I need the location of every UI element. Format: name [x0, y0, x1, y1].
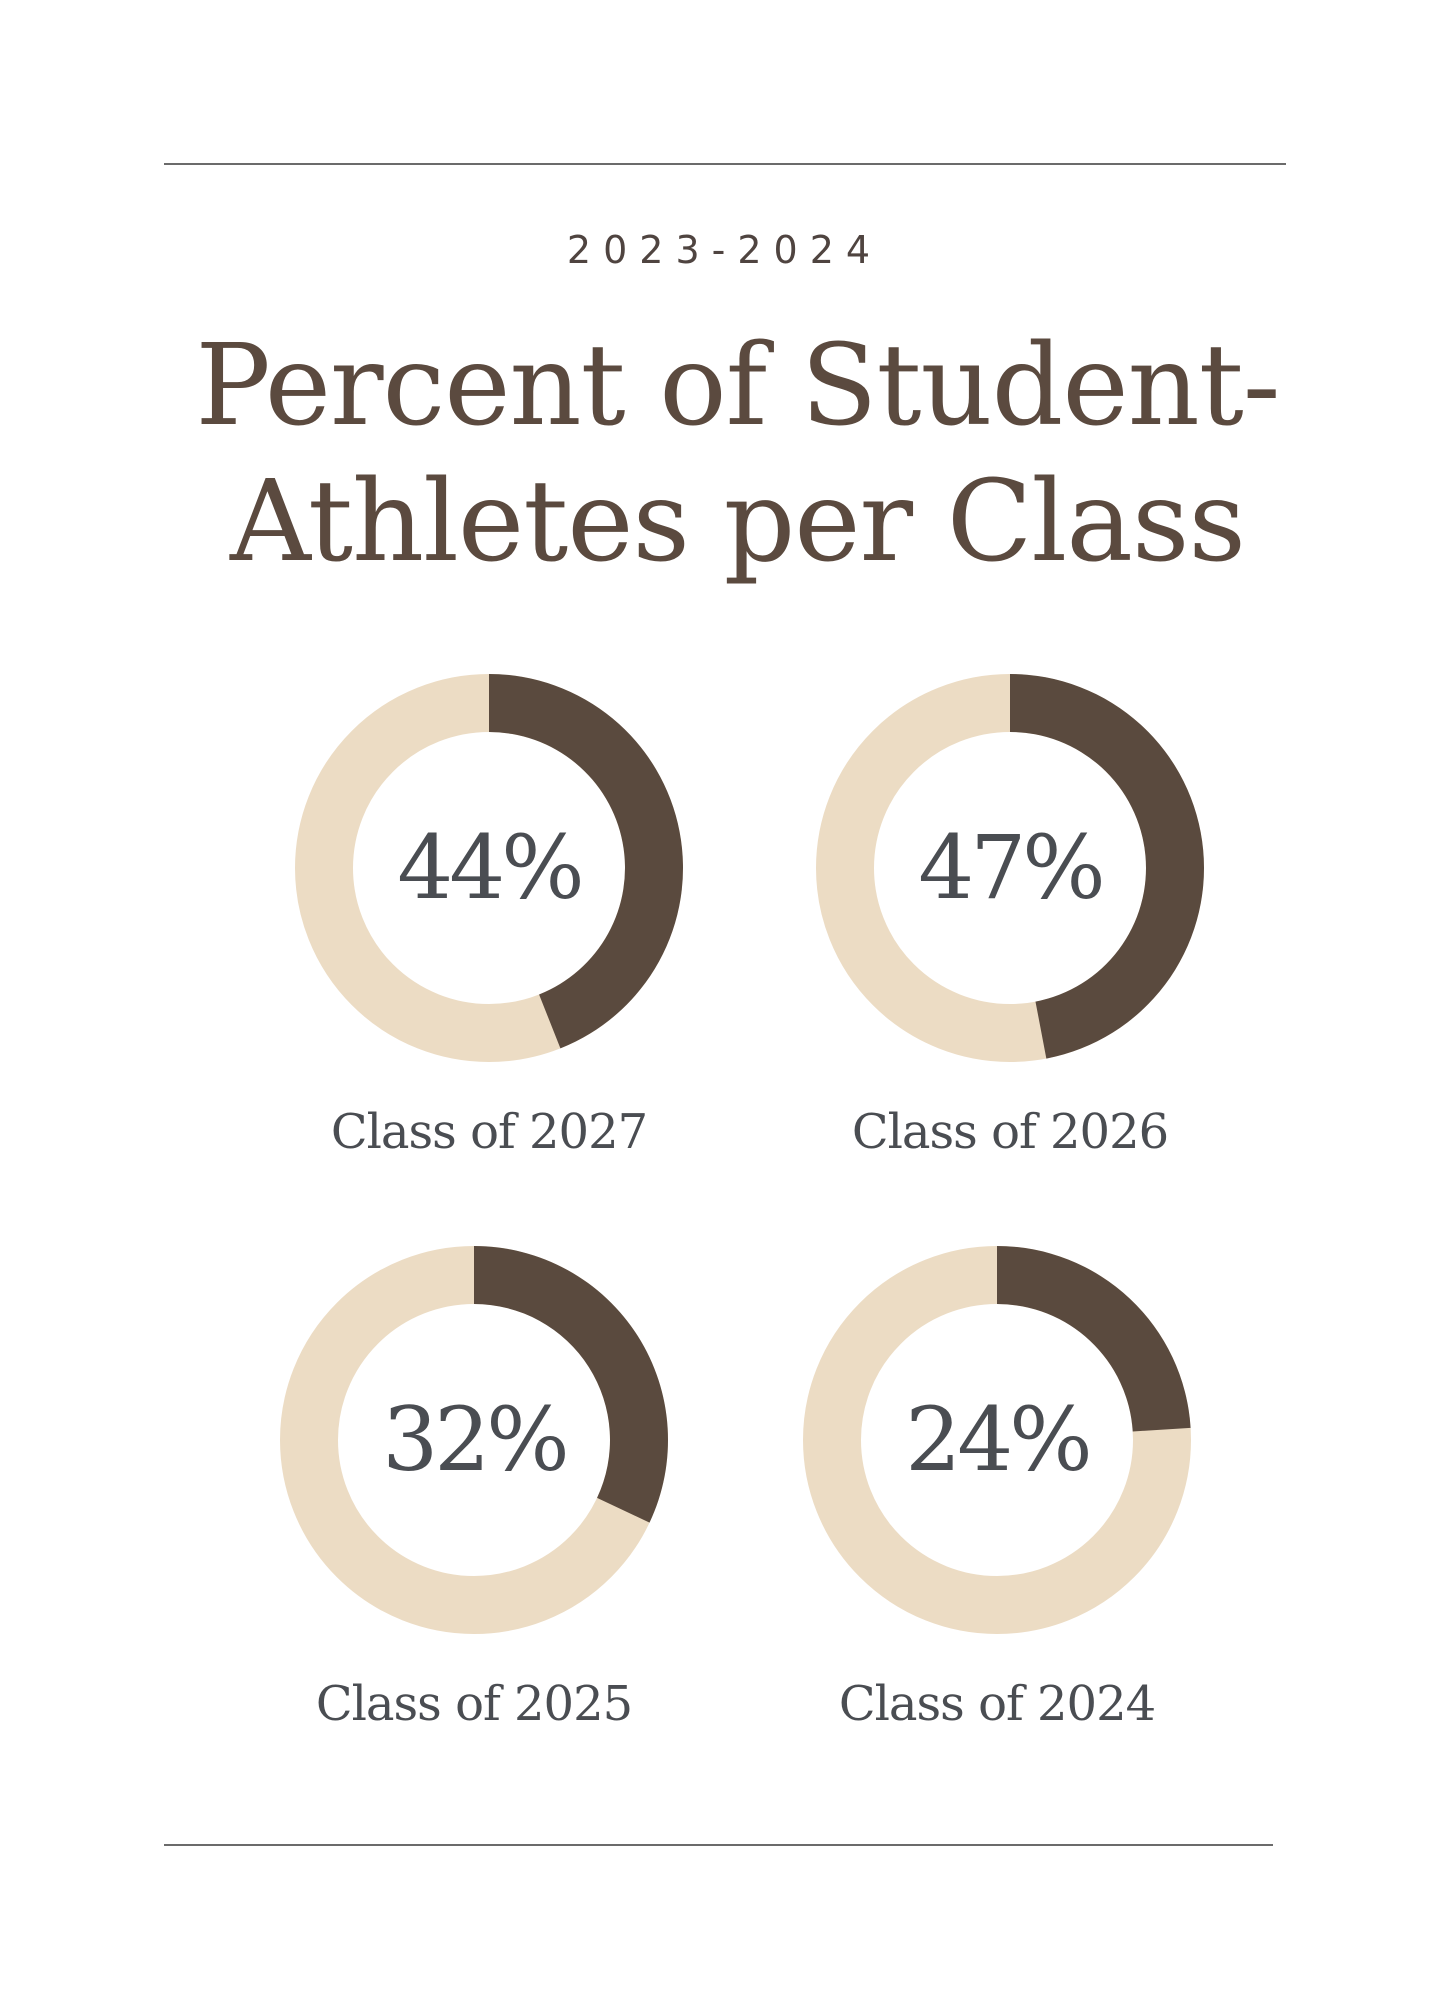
donut-category-label: Class of 2026 [852, 1104, 1168, 1160]
donut-category-label: Class of 2025 [316, 1676, 632, 1732]
year-label: 2023-2024 [566, 228, 883, 272]
donut-percent-label: 47% [918, 816, 1102, 919]
donut-filled-slice [997, 1246, 1191, 1432]
donut-filled-slice [474, 1246, 668, 1523]
title-line-1: Percent of Student- [195, 321, 1280, 451]
title-line-2: Athletes per Class [230, 457, 1246, 587]
donut-class-of-2026: 47% Class of 2026 [816, 674, 1204, 1160]
donut-filled-slice [1010, 674, 1204, 1059]
donut-category-label: Class of 2024 [839, 1676, 1155, 1732]
bottom-divider [164, 1844, 1273, 1846]
donut-filled-slice [489, 674, 683, 1049]
donut-percent-label: 44% [397, 816, 581, 919]
donut-percent-label: 32% [382, 1388, 566, 1491]
donut-class-of-2027: 44% Class of 2027 [295, 674, 683, 1160]
donut-class-of-2025: 32% Class of 2025 [280, 1246, 668, 1732]
donut-percent-label: 24% [905, 1388, 1089, 1491]
donut-class-of-2024: 24% Class of 2024 [803, 1246, 1191, 1732]
donut-category-label: Class of 2027 [331, 1104, 647, 1160]
page-title: Percent of Student- Athletes per Class [100, 318, 1375, 590]
top-divider [164, 163, 1286, 165]
